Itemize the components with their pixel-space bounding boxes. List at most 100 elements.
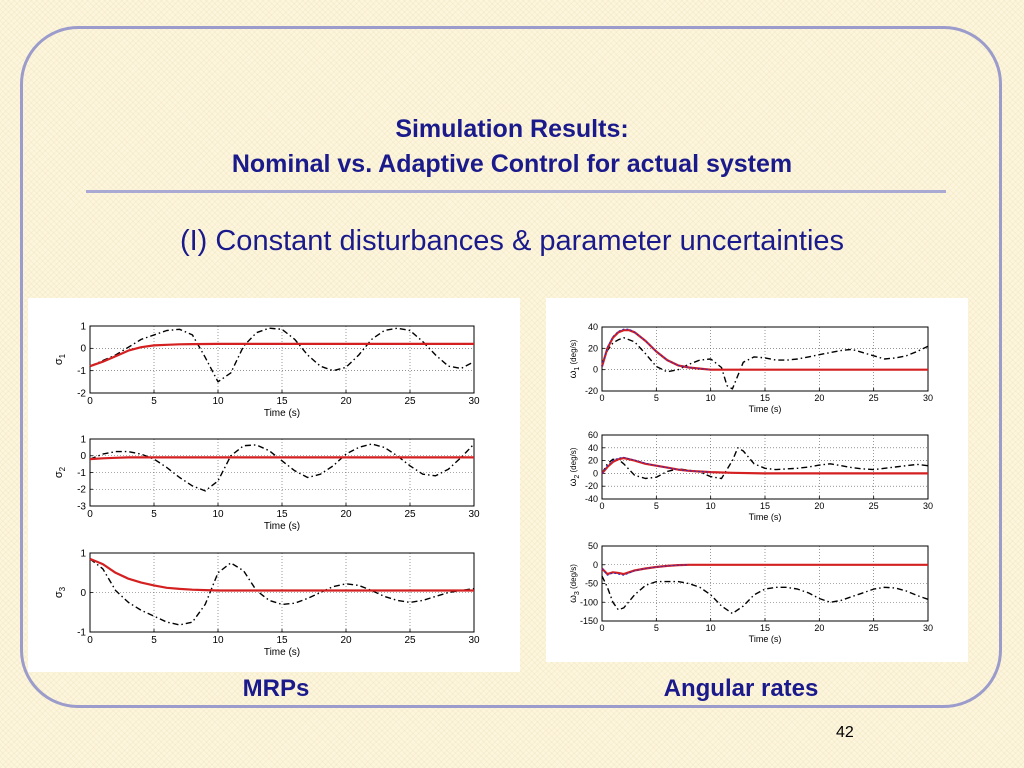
y-axis-label: σ2 — [53, 466, 67, 478]
reference-line — [601, 328, 711, 371]
x-tick-label: 25 — [869, 623, 879, 633]
x-axis-label: Time (s) — [749, 404, 782, 414]
y-tick-label: -2 — [77, 388, 86, 399]
x-tick-label: 25 — [869, 393, 879, 403]
y-tick-label: 1 — [80, 321, 86, 332]
x-axis-label: Time (s) — [749, 634, 782, 644]
y-axis-label: σ1 — [53, 353, 67, 365]
y-axis-label: σ3 — [53, 586, 67, 598]
angular-rates-figure-panel: 0 5 10 15 20 25 30 -20 0 20 40 Time (s) ω1 (deg/s) 0 5… — [546, 298, 968, 662]
slide-title-line-1: Simulation Results: — [395, 115, 629, 143]
mrps-caption: MRPs — [242, 675, 310, 702]
x-axis-label: Time (s) — [264, 647, 300, 658]
x-tick-label: 0 — [599, 501, 604, 511]
x-tick-label: 20 — [814, 501, 824, 511]
y-axis-label: ω3 (deg/s) — [568, 564, 581, 603]
angular-rates-caption: Angular rates — [663, 675, 819, 702]
y-tick-label: -100 — [580, 597, 598, 607]
x-tick-label: 20 — [814, 623, 824, 633]
y-tick-label: -40 — [585, 494, 598, 504]
y-axis-label: ω1 (deg/s) — [568, 339, 581, 378]
y-tick-label: -20 — [585, 481, 598, 491]
y-tick-label: 0 — [80, 451, 86, 462]
x-axis-label: Time (s) — [264, 408, 300, 419]
x-tick-label: 10 — [706, 501, 716, 511]
x-tick-label: 10 — [212, 509, 224, 520]
y-tick-label: -50 — [585, 579, 598, 589]
x-axis-label: Time (s) — [264, 521, 300, 532]
x-tick-label: 30 — [468, 396, 480, 407]
x-tick-label: 5 — [654, 393, 659, 403]
adaptive-control-line — [89, 342, 474, 368]
x-tick-label: 30 — [923, 501, 933, 511]
x-tick-label: 25 — [869, 501, 879, 511]
x-tick-label: 30 — [468, 509, 480, 520]
y-axis-label: ω2 (deg/s) — [568, 447, 581, 486]
mrps-figure-panel: 0 5 10 15 20 25 30 -2 -1 0 1 Time (s) σ1 0 5 10 15 20 25 30… — [28, 298, 520, 672]
y-tick-label: -20 — [585, 386, 598, 396]
x-tick-label: 20 — [340, 635, 352, 646]
slide-subtitle: (I) Constant disturbances & parameter un… — [179, 225, 845, 257]
y-tick-label: 60 — [588, 430, 598, 440]
x-tick-label: 20 — [814, 393, 824, 403]
x-tick-label: 10 — [706, 623, 716, 633]
y-tick-label: -150 — [580, 616, 598, 626]
y-tick-label: 40 — [588, 322, 598, 332]
x-tick-label: 25 — [404, 635, 416, 646]
y-tick-label: -1 — [77, 468, 86, 479]
y-tick-label: 0 — [80, 344, 86, 355]
x-tick-label: 20 — [340, 509, 352, 520]
y-tick-label: -3 — [77, 501, 86, 512]
reference-line — [601, 564, 689, 576]
x-tick-label: 10 — [212, 635, 224, 646]
x-tick-label: 15 — [760, 501, 770, 511]
adaptive-control-line — [89, 456, 474, 461]
x-tick-label: 10 — [706, 393, 716, 403]
y-tick-label: -1 — [77, 627, 86, 638]
x-tick-label: 5 — [151, 396, 157, 407]
title-divider — [86, 190, 946, 193]
x-tick-label: 15 — [276, 509, 288, 520]
x-tick-label: 0 — [87, 396, 93, 407]
x-tick-label: 15 — [760, 623, 770, 633]
x-tick-label: 0 — [599, 393, 604, 403]
slide-title-line-2: Nominal vs. Adaptive Control for actual … — [231, 150, 793, 178]
chart-1: 0 5 10 15 20 25 30 -2 -1 0 1 Time (s) σ1 — [53, 321, 480, 419]
x-tick-label: 30 — [468, 635, 480, 646]
slide-frame — [20, 26, 1002, 708]
y-tick-label: 50 — [588, 541, 598, 551]
y-tick-label: -2 — [77, 485, 86, 496]
y-tick-label: 0 — [593, 560, 598, 570]
x-tick-label: 25 — [404, 509, 416, 520]
reference-line — [601, 456, 711, 474]
x-tick-label: 30 — [923, 393, 933, 403]
x-tick-label: 5 — [151, 509, 157, 520]
y-tick-label: 20 — [588, 343, 598, 353]
adaptive-control-line — [601, 563, 928, 576]
x-tick-label: 5 — [654, 501, 659, 511]
x-tick-label: 15 — [760, 393, 770, 403]
x-tick-label: 0 — [599, 623, 604, 633]
nominal-control-line — [89, 443, 475, 492]
x-axis-label: Time (s) — [749, 512, 782, 522]
x-tick-label: 30 — [923, 623, 933, 633]
y-tick-label: 0 — [593, 468, 598, 478]
y-tick-label: -1 — [77, 366, 86, 377]
adaptive-control-line — [601, 456, 928, 475]
chart-6: 0 5 10 15 20 25 30 -150 -100 -50 0 50 Time (s) ω3 (de… — [568, 541, 933, 644]
x-tick-label: 15 — [276, 635, 288, 646]
adaptive-control-line — [89, 557, 474, 592]
y-tick-label: 1 — [80, 548, 86, 559]
y-tick-label: 0 — [80, 588, 86, 599]
nominal-control-line — [89, 327, 475, 383]
y-tick-label: 20 — [588, 456, 598, 466]
x-tick-label: 20 — [340, 396, 352, 407]
x-tick-label: 5 — [151, 635, 157, 646]
x-tick-label: 25 — [404, 396, 416, 407]
chart-2: 0 5 10 15 20 25 30 -3 -2 -1 0 1 Time (s) σ2 — [53, 434, 480, 532]
nominal-control-line — [601, 337, 929, 390]
nominal-control-line — [601, 447, 929, 480]
